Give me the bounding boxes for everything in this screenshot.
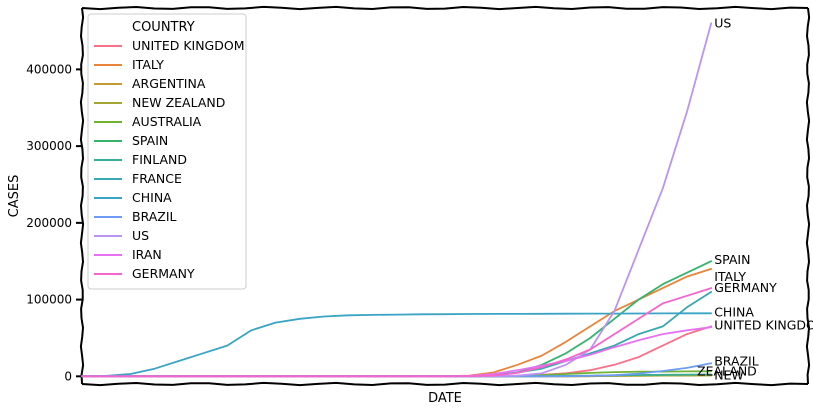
end-label-us: US xyxy=(714,15,731,30)
end-label-new: NEW xyxy=(714,367,744,382)
end-label-china: CHINA xyxy=(714,304,754,319)
legend-box xyxy=(87,13,247,290)
series-lines xyxy=(81,22,713,378)
legend-entry: FRANCE xyxy=(132,171,182,186)
legend-entry: BRAZIL xyxy=(132,209,177,224)
legend-entry: CHINA xyxy=(132,190,172,205)
end-label-united-kingdom: UNITED KINGDOM xyxy=(714,317,813,332)
series-line-iran xyxy=(81,326,713,378)
end-label-spain: SPAIN xyxy=(714,252,750,267)
plot-frame xyxy=(79,5,811,387)
y-axis: 0 100000 200000 300000 400000 xyxy=(26,62,82,383)
frame-top xyxy=(81,5,809,11)
y-tick-label: 0 xyxy=(64,369,72,383)
end-label-brazil: BRAZIL xyxy=(714,353,759,368)
legend-entry: US xyxy=(132,228,149,243)
end-label-zealand: ZEALAND xyxy=(697,363,757,378)
legend-title: COUNTRY xyxy=(132,20,195,35)
series-line-brazil xyxy=(81,362,713,378)
y-axis-label: CASES xyxy=(7,175,22,218)
legend-entry: GERMANY xyxy=(132,266,195,281)
legend-entry: ARGENTINA xyxy=(132,76,206,91)
series-line-united-kingdom xyxy=(81,325,713,378)
end-label-germany: GERMANY xyxy=(714,280,777,295)
y-tick-label: 300000 xyxy=(26,139,72,153)
frame-bottom xyxy=(81,381,809,387)
legend-entry: FINLAND xyxy=(132,152,187,167)
series-line-germany xyxy=(81,287,713,378)
y-tick-label: 400000 xyxy=(26,62,72,76)
legend-entry: ITALY xyxy=(132,57,164,72)
y-tick-label: 200000 xyxy=(26,216,72,230)
legend-entry: NEW ZEALAND xyxy=(132,95,225,110)
frame-right xyxy=(805,7,811,385)
legend: COUNTRY UNITED KINGDOM ITALY ARGENTINA NEW Z… xyxy=(87,13,247,290)
legend-entry: UNITED KINGDOM xyxy=(132,38,245,53)
legend-entry: SPAIN xyxy=(132,133,168,148)
x-axis-label: DATE xyxy=(428,391,462,406)
legend-entry: AUSTRALIA xyxy=(132,114,202,129)
end-label-italy: ITALY xyxy=(714,269,746,284)
y-tick-label: 100000 xyxy=(26,293,72,307)
series-line-china xyxy=(81,312,713,378)
legend-entry: IRAN xyxy=(132,247,162,262)
frame-left xyxy=(79,7,85,385)
